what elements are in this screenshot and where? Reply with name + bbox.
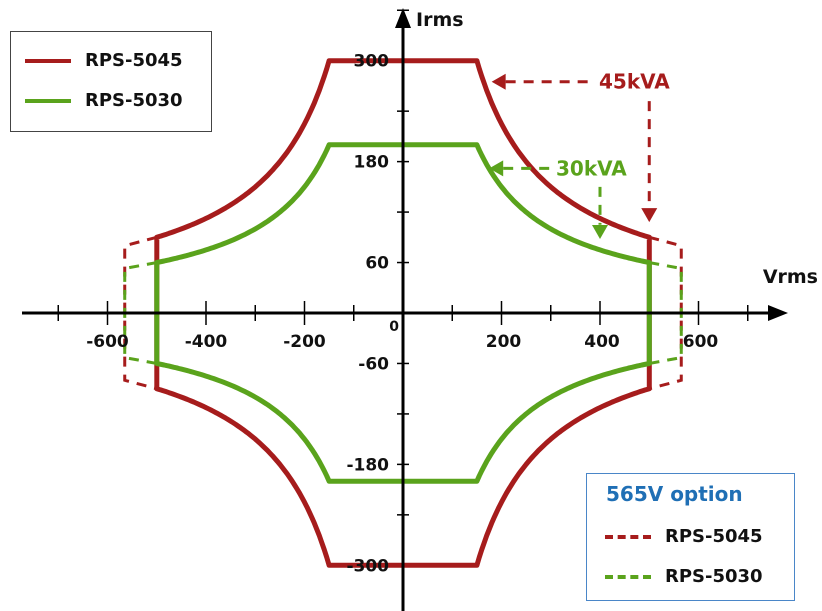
legend-label: RPS-5030 [665, 566, 763, 587]
legend-option-title: 565V option [606, 482, 743, 506]
x-axis-title: Vrms [763, 266, 818, 288]
y-tick-label: 300 [354, 52, 390, 72]
legend-label: RPS-5030 [85, 90, 183, 111]
tick-label-layer: -600 -400 -200 200 400 600 -300 -180 -60 60 180 300… [86, 9, 818, 576]
series-line-rps5045 [154, 58, 652, 568]
legend-swatch-rps5030-dashed [605, 574, 651, 579]
y-tick-label: -60 [358, 354, 389, 374]
origin-label: 0 [389, 319, 399, 335]
annotation-30kva-arrowhead-down [592, 224, 608, 239]
axis-layer [22, 8, 788, 611]
x-tick-label: -400 [185, 332, 228, 352]
annotation-45kva-arrowhead-down [641, 208, 658, 223]
x-tick-label: -200 [283, 332, 326, 352]
series-565v-rps5045-right [648, 235, 683, 391]
legend-label: RPS-5045 [85, 50, 183, 71]
y-tick-label: -300 [346, 556, 389, 576]
legend-swatch-rps5045-dashed [605, 534, 651, 539]
y-tick-label: 180 [354, 153, 390, 173]
legend-item-rps5030: RPS-5030 [25, 90, 183, 111]
annotation-30kva-arrowhead-left [489, 160, 504, 177]
y-tick-label: 60 [365, 254, 389, 274]
legend-item-rps5045-565v: RPS-5045 [605, 526, 763, 547]
legend-565v-option: 565V option RPS-5045 RPS-5030 [586, 473, 795, 601]
annotation-layer: 45kVA 30kVA [489, 70, 670, 239]
x-axis-arrow [768, 305, 788, 321]
series-line-rps5030 [154, 142, 652, 484]
annotation-45kva-label: 45kVA [599, 70, 670, 94]
legend-swatch-rps5045 [25, 58, 71, 63]
series-565v-rps5045-left [123, 235, 158, 391]
legend: RPS-5045 RPS-5030 [10, 31, 212, 132]
x-tick-label: 400 [584, 332, 620, 352]
legend-label: RPS-5045 [665, 526, 763, 547]
x-tick-label: -600 [86, 332, 129, 352]
y-axis-title: Irms [416, 9, 464, 31]
x-tick-label: 600 [683, 332, 719, 352]
annotation-45kva-arrowhead-left [491, 73, 506, 90]
y-tick-label: -180 [346, 455, 389, 475]
legend-swatch-rps5030 [25, 98, 71, 103]
legend-item-rps5045: RPS-5045 [25, 50, 183, 71]
y-axis-arrow [395, 8, 411, 28]
legend-item-rps5030-565v: RPS-5030 [605, 566, 763, 587]
x-tick-label: 200 [486, 332, 522, 352]
annotation-30kva-label: 30kVA [556, 156, 627, 180]
